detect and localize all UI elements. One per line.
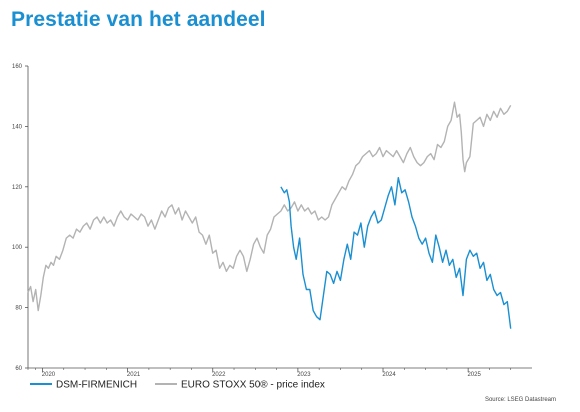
series-line-dsm-firmenich	[280, 177, 512, 329]
y-tick-label: 160	[12, 64, 23, 70]
y-tick-label: 140	[12, 124, 23, 130]
x-axis-ticks: 2020 2021 2022 2023 2024 2025	[27, 368, 512, 378]
legend-item-euro-stoxx-50-label: EURO STOXX 50® - price index	[181, 380, 325, 391]
y-axis-ticks: 60 80 100 120 140 160	[12, 64, 28, 372]
x-tick-label: 2020	[42, 372, 56, 378]
legend: DSM-FIRMENICH EURO STOXX 50® - price inde…	[30, 380, 325, 391]
y-tick-label: 60	[15, 366, 22, 372]
y-tick-label: 120	[12, 185, 23, 191]
series-layer	[27, 101, 512, 329]
y-tick-label: 80	[15, 306, 22, 312]
y-tick-label: 100	[12, 245, 23, 251]
x-tick-label: 2021	[127, 372, 141, 378]
x-tick-label: 2024	[382, 372, 396, 378]
x-tick-label: 2025	[467, 372, 481, 378]
x-tick-label: 2023	[297, 372, 311, 378]
series-line-euro-stoxx-50	[27, 101, 512, 312]
x-tick-label: 2022	[212, 372, 226, 378]
source-note: Source: LSEG Datastream	[485, 397, 556, 403]
page-title: Prestatie van het aandeel	[11, 8, 266, 31]
legend-item-dsm-firmenich-label: DSM-FIRMENICH	[56, 380, 137, 391]
